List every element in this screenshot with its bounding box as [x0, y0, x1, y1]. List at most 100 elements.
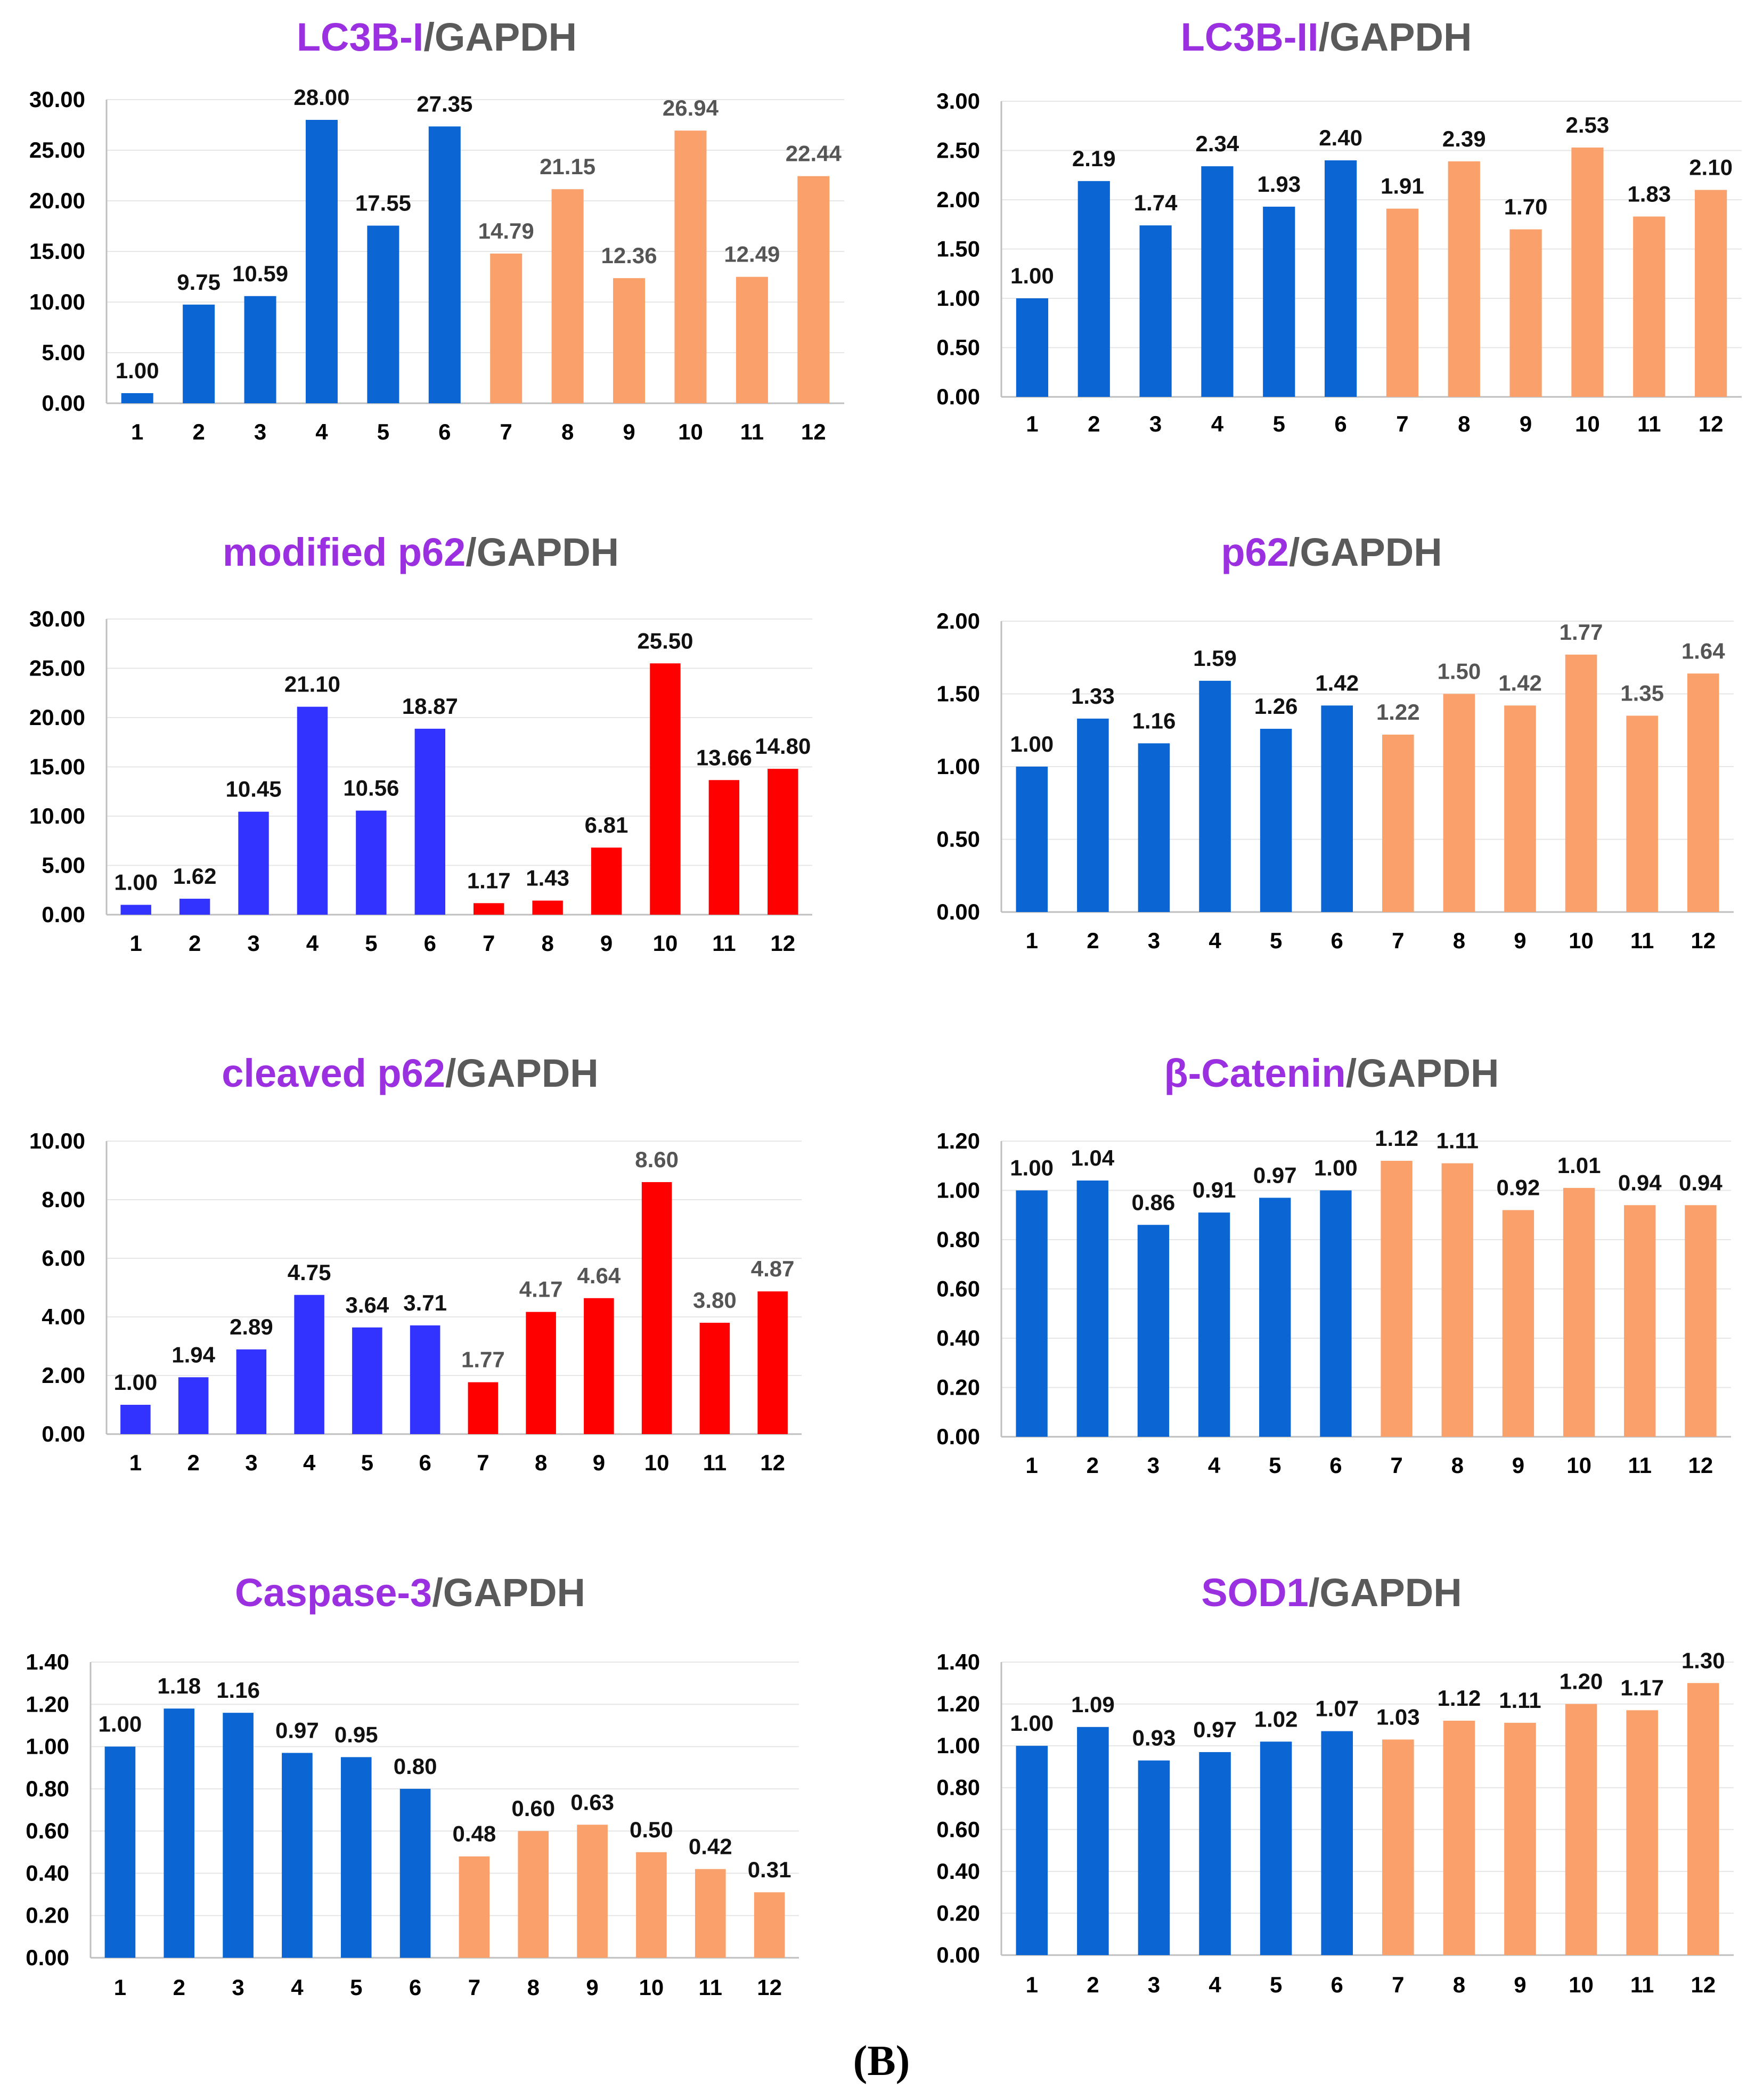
- bar: [305, 120, 338, 403]
- chart-title-protein: p62: [1221, 530, 1289, 574]
- bar: [1687, 1683, 1719, 1955]
- chart-title-protein: cleaved p62: [222, 1051, 445, 1095]
- y-tick-label: 0.60: [936, 1276, 980, 1301]
- y-tick-label: 20.00: [29, 188, 85, 213]
- data-label: 14.80: [755, 734, 811, 759]
- x-tick-label: 5: [377, 419, 389, 444]
- x-tick-label: 10: [639, 1975, 664, 2000]
- data-label: 10.56: [343, 776, 399, 801]
- bar: [1626, 715, 1658, 912]
- chart-8: SOD1/GAPDH 0.00 0.20 0.40 0.60 0.80 1.00 1.20 1.…: [936, 1570, 1734, 1997]
- bar: [1504, 705, 1536, 912]
- y-tick-label: 1.40: [26, 1649, 69, 1674]
- x-tick-label: 6: [1334, 411, 1346, 436]
- x-tick-label: 3: [1148, 928, 1160, 953]
- data-label: 10.45: [225, 777, 281, 802]
- data-label: 4.64: [577, 1263, 621, 1288]
- y-tick-label: 2.00: [42, 1363, 85, 1388]
- data-label: 1.11: [1436, 1128, 1479, 1153]
- data-label: 1.64: [1682, 638, 1725, 663]
- x-tick-label: 8: [527, 1975, 540, 2000]
- y-tick-label: 0.00: [936, 384, 980, 409]
- chart-title-protein: modified p62: [223, 530, 466, 574]
- y-tick-label: 0.50: [936, 827, 980, 852]
- chart-title-protein: Caspase-3: [235, 1570, 432, 1615]
- bar: [1504, 1722, 1536, 1955]
- data-label: 2.53: [1566, 112, 1610, 137]
- y-tick-label: 10.00: [29, 289, 85, 314]
- bar: [1381, 1161, 1413, 1437]
- x-tick-label: 3: [1149, 411, 1162, 436]
- data-label: 1.00: [116, 358, 159, 383]
- y-tick-label: 1.00: [936, 286, 980, 311]
- x-tick-label: 9: [1520, 411, 1532, 436]
- bar: [164, 1708, 195, 1958]
- bar: [244, 296, 276, 403]
- data-label: 1.94: [172, 1342, 215, 1367]
- x-tick-label: 3: [232, 1975, 244, 2000]
- panel-label: (B): [853, 2038, 910, 2085]
- bar: [414, 728, 445, 915]
- y-tick-label: 0.40: [936, 1325, 980, 1350]
- bar: [1263, 206, 1295, 397]
- y-tick-label: 30.00: [29, 606, 85, 631]
- y-tick-label: 0.20: [26, 1903, 69, 1928]
- data-label: 8.60: [635, 1147, 679, 1172]
- bar: [1138, 743, 1170, 912]
- x-tick-label: 3: [247, 931, 259, 956]
- bar: [1443, 694, 1475, 912]
- bar: [104, 1746, 136, 1958]
- bar: [223, 1713, 254, 1958]
- bar: [736, 276, 768, 403]
- x-tick-label: 5: [1269, 1453, 1281, 1478]
- data-label: 0.80: [394, 1754, 437, 1779]
- x-tick-label: 12: [1691, 1972, 1716, 1997]
- x-tick-label: 2: [192, 419, 205, 444]
- x-tick-label: 7: [477, 1450, 489, 1475]
- y-tick-label: 15.00: [29, 239, 85, 264]
- x-tick-label: 12: [770, 931, 795, 956]
- y-tick-label: 1.50: [936, 681, 980, 706]
- data-label: 1.50: [1438, 659, 1481, 684]
- bar: [1694, 190, 1727, 397]
- chart-title: Caspase-3/GAPDH: [235, 1570, 585, 1615]
- chart-4: p62/GAPDH 0.00 0.50 1.00 1.50 2.00 1.00 1 1.33 2 1…: [936, 530, 1734, 953]
- data-label: 3.80: [693, 1288, 737, 1313]
- bar: [428, 126, 461, 404]
- x-tick-label: 6: [409, 1975, 421, 2000]
- bar: [591, 848, 622, 915]
- data-label: 0.97: [1253, 1162, 1297, 1187]
- chart-5: cleaved p62/GAPDH 0.00 2.00 4.00 6.00 8.00 10.…: [29, 1051, 802, 1475]
- x-tick-label: 4: [303, 1450, 316, 1475]
- x-tick-label: 11: [699, 1975, 722, 2000]
- data-label: 0.63: [570, 1789, 614, 1814]
- bar: [120, 1405, 151, 1434]
- bar: [551, 189, 584, 403]
- data-label: 1.12: [1438, 1686, 1481, 1711]
- y-tick-label: 2.50: [936, 138, 980, 163]
- bar: [584, 1298, 614, 1434]
- bar: [1199, 680, 1231, 912]
- bar: [1386, 208, 1419, 397]
- y-tick-label: 1.50: [936, 237, 980, 262]
- bar: [1382, 734, 1414, 912]
- y-tick-label: 25.00: [29, 656, 85, 681]
- data-label: 1.17: [1620, 1675, 1664, 1700]
- x-tick-label: 8: [541, 931, 553, 956]
- data-label: 1.33: [1071, 683, 1115, 709]
- y-tick-label: 0.50: [936, 335, 980, 360]
- x-tick-label: 11: [712, 931, 736, 956]
- x-tick-label: 7: [468, 1975, 480, 2000]
- data-label: 0.97: [1193, 1717, 1237, 1742]
- bar: [1016, 1190, 1048, 1437]
- data-label: 1.20: [1560, 1669, 1603, 1694]
- bar: [1382, 1739, 1414, 1955]
- bar: [1320, 1190, 1352, 1437]
- bar: [1324, 160, 1357, 397]
- x-tick-label: 6: [1331, 1972, 1343, 1997]
- data-label: 18.87: [402, 694, 458, 719]
- y-tick-label: 10.00: [29, 803, 85, 828]
- y-tick-label: 0.00: [936, 1424, 980, 1449]
- chart-title: LC3B-I/GAPDH: [297, 15, 577, 59]
